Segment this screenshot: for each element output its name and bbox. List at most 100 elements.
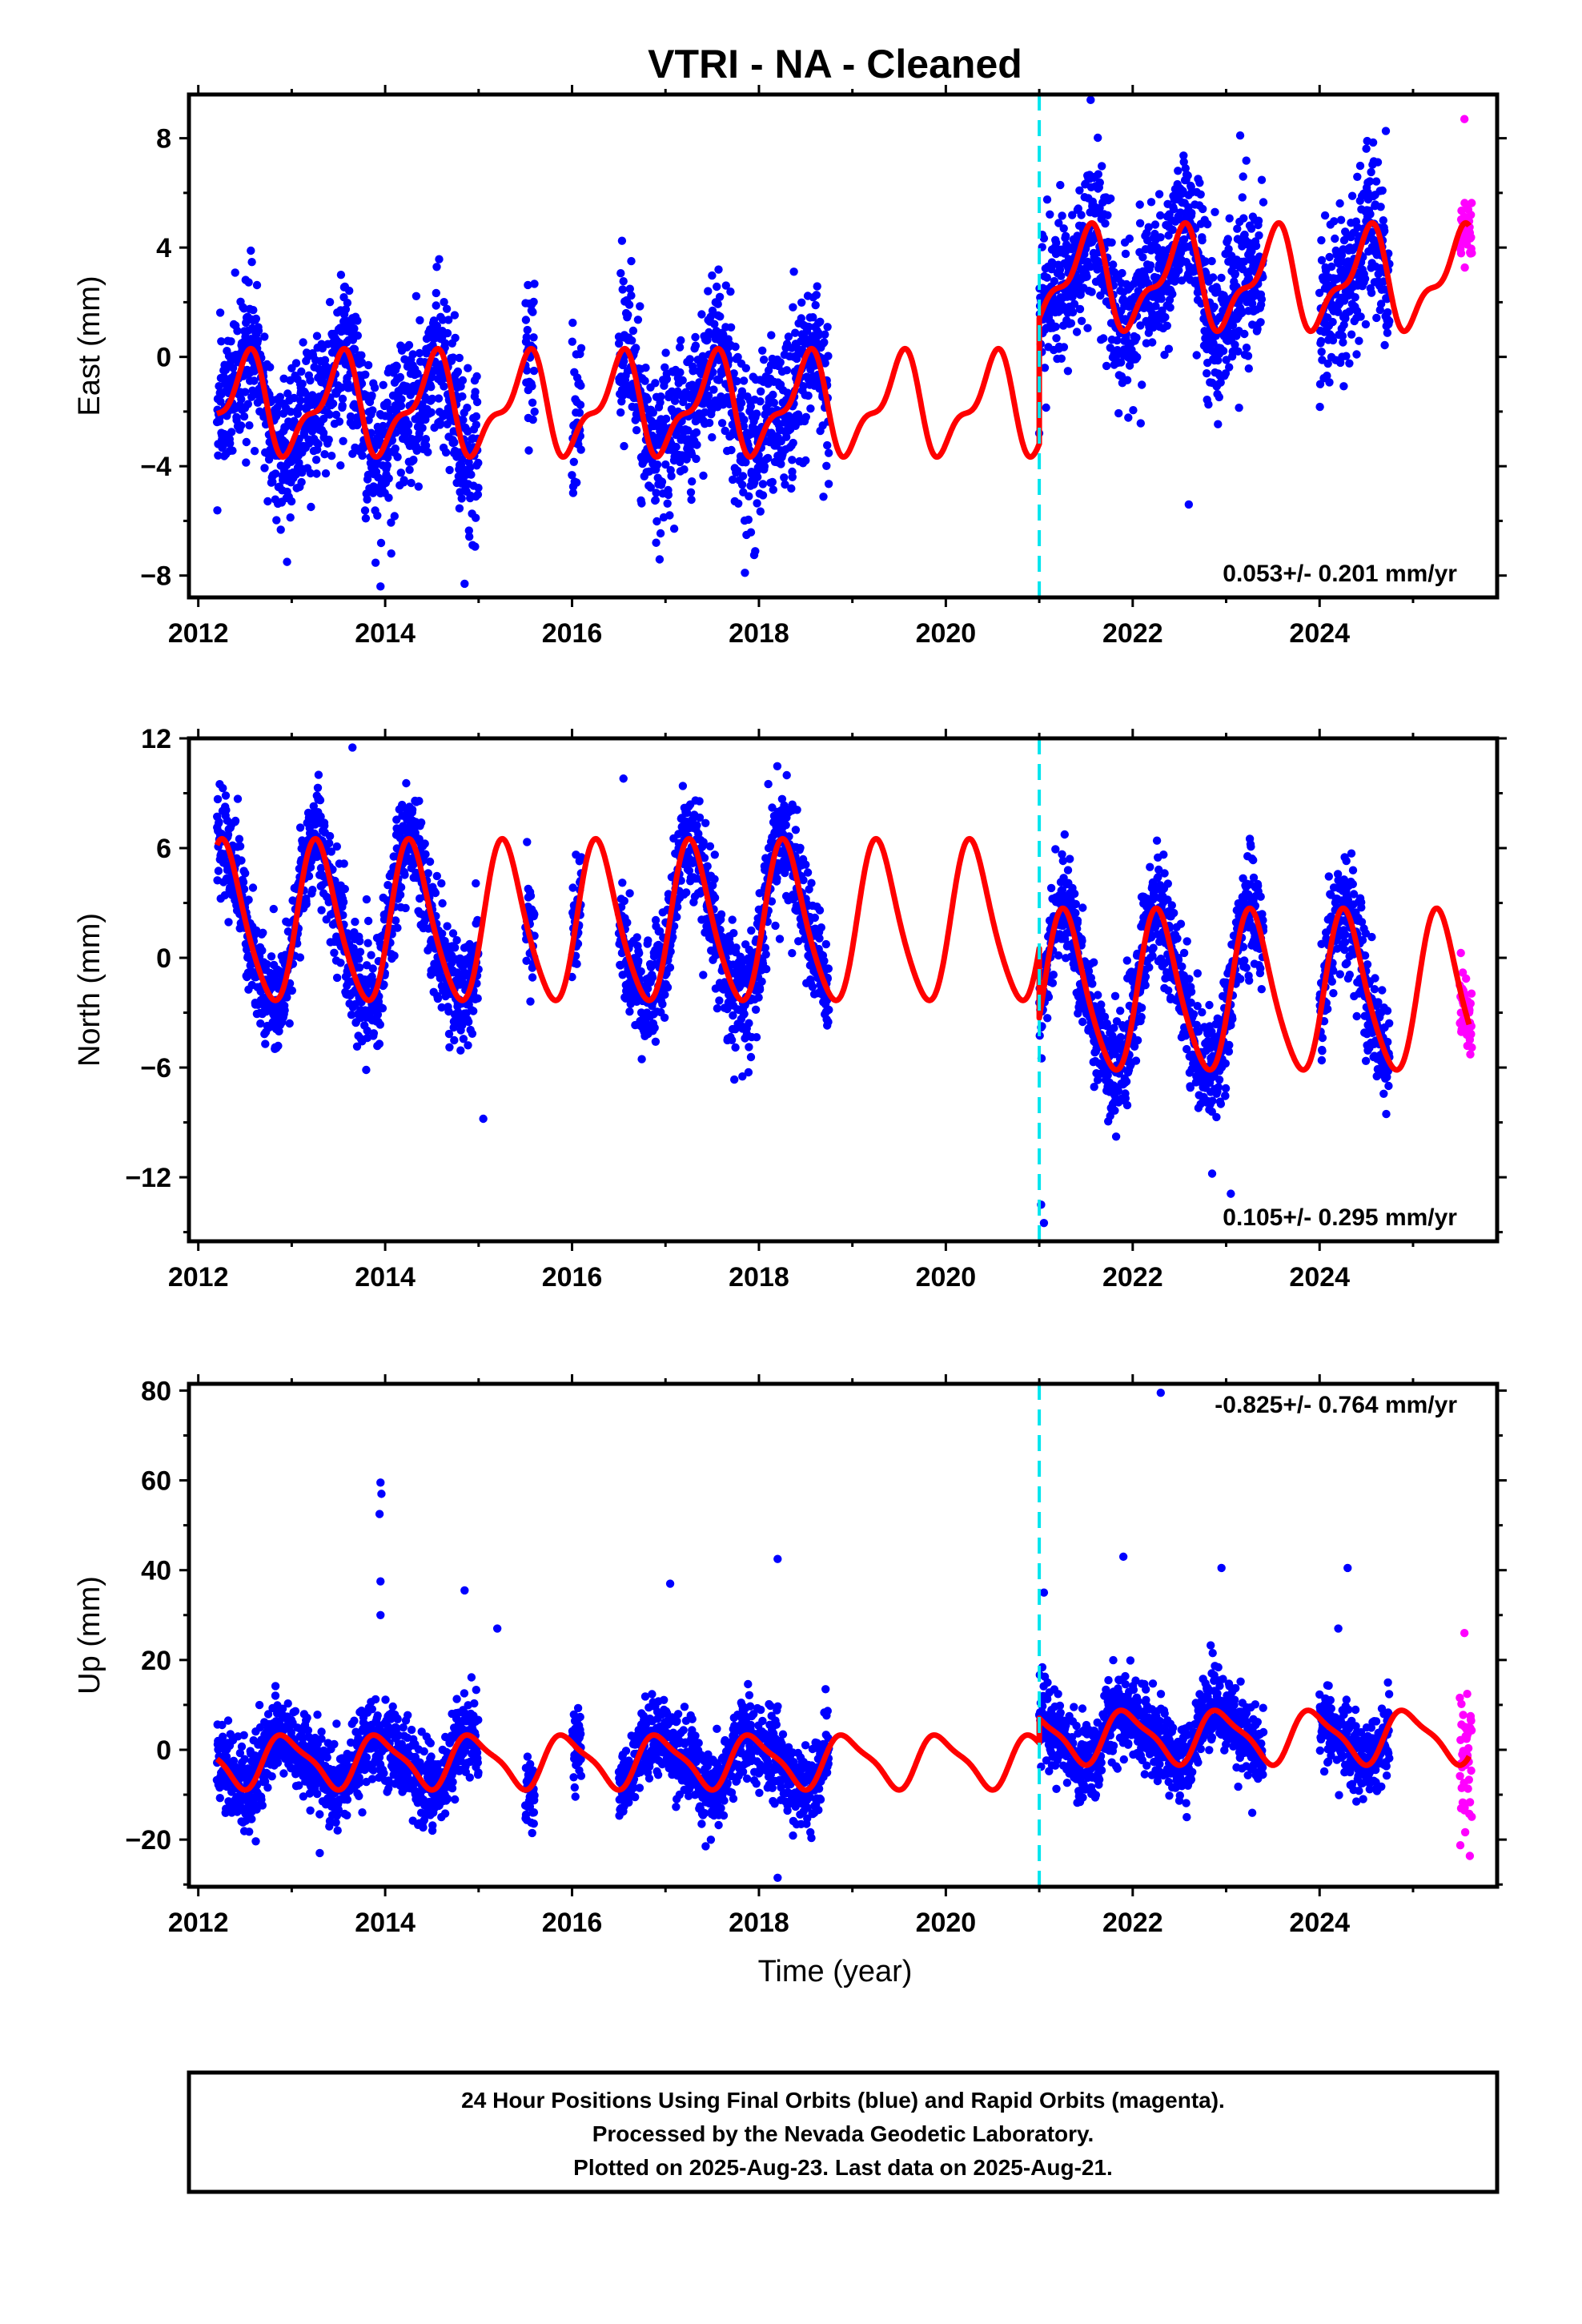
final-point — [661, 348, 670, 357]
final-point — [745, 1019, 753, 1027]
final-point — [243, 400, 252, 408]
final-point — [297, 367, 306, 376]
final-point — [274, 1041, 283, 1051]
final-point — [319, 414, 328, 424]
final-point — [738, 472, 748, 480]
final-point — [1125, 234, 1134, 243]
final-point — [244, 278, 253, 287]
final-point — [390, 512, 399, 521]
final-point — [746, 528, 756, 537]
final-point — [715, 292, 725, 301]
final-point — [529, 297, 538, 307]
final-point — [434, 394, 444, 403]
final-point — [453, 367, 463, 376]
final-point — [338, 401, 347, 410]
final-point — [390, 951, 399, 960]
final-point — [415, 797, 424, 806]
final-point — [455, 353, 464, 363]
x-tick-label: 2012 — [168, 618, 229, 649]
final-point — [330, 948, 339, 958]
final-point — [632, 426, 641, 435]
final-point — [1164, 344, 1174, 353]
final-point — [1075, 304, 1085, 314]
final-point — [1347, 191, 1357, 200]
final-point — [473, 490, 483, 499]
final-point — [1129, 406, 1138, 415]
final-point — [753, 499, 761, 508]
final-point — [1367, 288, 1376, 297]
final-point — [272, 516, 281, 525]
final-point — [287, 497, 296, 506]
final-point — [526, 891, 536, 900]
plot-area — [189, 94, 1497, 597]
final-point — [1082, 272, 1091, 281]
final-point — [1068, 308, 1078, 317]
final-point — [369, 1029, 379, 1038]
final-point — [1132, 333, 1141, 342]
final-point — [363, 939, 372, 947]
final-point — [710, 893, 720, 903]
final-point — [280, 1006, 289, 1015]
final-point — [363, 495, 371, 504]
final-point — [522, 956, 531, 966]
final-point — [760, 462, 769, 471]
final-point — [687, 495, 696, 505]
final-point — [214, 451, 223, 460]
final-point — [299, 338, 307, 347]
chart-title: VTRI - NA - Cleaned — [648, 42, 1022, 86]
final-point — [1360, 274, 1370, 283]
final-point — [660, 1013, 669, 1023]
final-point — [355, 947, 365, 956]
final-point — [529, 333, 538, 342]
final-point — [1257, 175, 1267, 184]
final-point — [327, 847, 335, 856]
final-point — [358, 451, 367, 460]
final-point — [213, 506, 222, 515]
final-point — [391, 916, 400, 925]
final-point — [384, 474, 393, 483]
rapid-point — [1456, 249, 1466, 258]
final-point — [663, 499, 672, 508]
final-point — [1355, 161, 1365, 171]
final-point — [314, 770, 323, 779]
final-point — [474, 458, 483, 468]
final-point — [822, 461, 831, 470]
final-point — [1201, 257, 1211, 266]
final-point — [1063, 367, 1073, 376]
final-point — [1244, 364, 1254, 373]
final-point — [1210, 302, 1219, 312]
final-point — [341, 305, 351, 314]
final-point — [383, 881, 392, 890]
final-point — [421, 435, 431, 444]
final-point — [812, 291, 821, 300]
final-point — [213, 794, 223, 804]
final-point — [646, 483, 655, 492]
final-point — [1179, 235, 1189, 244]
final-point — [379, 421, 387, 431]
final-point — [713, 1004, 722, 1013]
final-point — [456, 1046, 465, 1055]
final-point — [1225, 214, 1234, 223]
final-point — [1234, 347, 1243, 356]
final-point — [773, 762, 782, 770]
x-tick-label: 2020 — [916, 618, 977, 649]
final-point — [1362, 144, 1371, 153]
final-point — [663, 983, 673, 992]
final-point — [1225, 363, 1234, 372]
final-point — [247, 246, 255, 255]
final-point — [530, 910, 539, 919]
final-point — [1383, 308, 1392, 317]
final-point — [1178, 187, 1187, 195]
final-point — [1316, 336, 1326, 346]
final-point — [1335, 199, 1344, 208]
final-point — [1118, 268, 1126, 278]
final-point — [1257, 295, 1267, 304]
y-tick-label: 4 — [156, 233, 171, 263]
final-point — [473, 915, 482, 925]
final-point — [701, 818, 710, 827]
final-point — [458, 376, 468, 385]
final-point — [295, 458, 303, 468]
final-point — [1328, 336, 1338, 345]
final-point — [308, 886, 317, 895]
final-point — [1039, 234, 1049, 243]
